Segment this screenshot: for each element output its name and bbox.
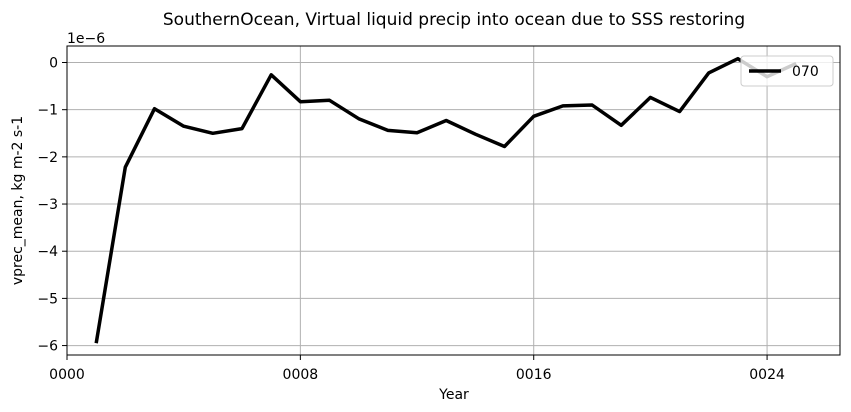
series-line [94,56,797,344]
x-tick-label: 0024 [749,367,785,383]
y-tick-label: −2 [37,150,58,166]
x-tick-label: 0000 [49,367,85,383]
x-tick-label: 0008 [283,367,319,383]
y-axis-label: vprec_mean, kg m-2 s-1 [10,116,26,285]
legend-label: 070 [792,64,819,80]
y-tick-label: 0 [49,56,58,72]
y-tick-label: −5 [37,291,58,307]
x-axis-label: Year [438,387,469,403]
y-offset-text: 1e−6 [67,31,105,47]
series-layer [94,56,797,344]
x-tick-label: 0016 [516,367,552,383]
y-tick-label: −3 [37,197,58,213]
y-tick-label: −6 [37,339,58,355]
y-tick-label: −4 [37,244,58,260]
grid-lines [66,46,840,355]
legend: 070 [740,55,834,87]
legend-box [740,55,834,87]
plot-frame [66,45,841,356]
x-axis-ticks: 0000 0008 0016 0024 [49,355,785,383]
y-axis-ticks: 0 −1 −2 −3 −4 −5 −6 [37,56,67,355]
chart-title: SouthernOcean, Virtual liquid precip int… [163,10,745,30]
y-tick-label: −1 [37,103,58,119]
